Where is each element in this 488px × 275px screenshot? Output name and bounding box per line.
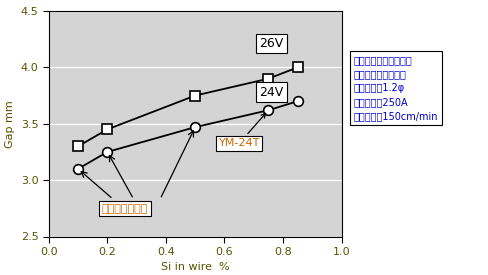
Text: 従来溶接ワイヤ: 従来溶接ワイヤ xyxy=(102,204,148,214)
Y-axis label: Gap mm: Gap mm xyxy=(5,100,15,148)
Text: 26V: 26V xyxy=(260,37,284,50)
Text: パルスマグアーク溶接
横向重ねずみ肉継手
ワイヤ径：1.2φ
溶接電流：250A
溶接速度：150cm/min: パルスマグアーク溶接 横向重ねずみ肉継手 ワイヤ径：1.2φ 溶接電流：250A… xyxy=(354,55,438,121)
Text: 24V: 24V xyxy=(260,86,284,98)
X-axis label: Si in wire  %: Si in wire % xyxy=(161,262,229,273)
Text: YM-24T: YM-24T xyxy=(219,113,265,148)
